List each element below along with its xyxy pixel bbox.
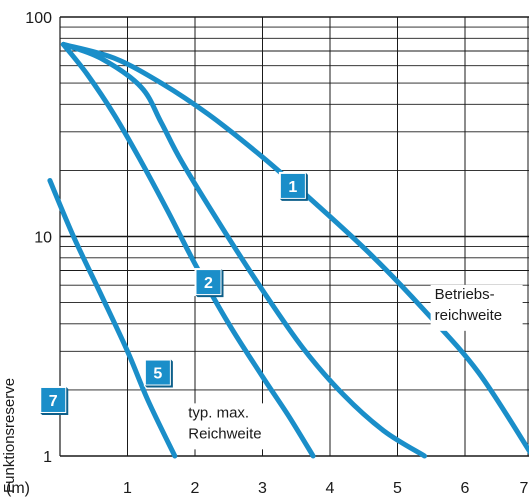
x-tick-label: 5 — [393, 480, 402, 497]
x-tick-label: 2 — [191, 480, 200, 497]
annotation: typ. max. Reichweite — [184, 403, 277, 450]
series-curve-5 — [60, 41, 316, 459]
series-badge-2: 2 — [194, 268, 224, 298]
y-tick-label: 1 — [43, 449, 52, 466]
series-curve-1 — [60, 41, 529, 456]
grid — [59, 16, 529, 457]
annotation-text: reichweite — [435, 307, 503, 324]
x-tick-label: 1 — [123, 480, 132, 497]
badge-label: 2 — [204, 275, 213, 292]
x-tick-label: 4 — [326, 480, 335, 497]
series-curve-7 — [47, 178, 178, 459]
y-axis-title: Funktionsreserve — [1, 378, 18, 493]
badge-label: 7 — [49, 393, 58, 410]
badge-box — [143, 358, 172, 387]
curves — [47, 41, 529, 459]
badges: 1 2 5 7 — [39, 171, 308, 415]
badge-box — [194, 268, 223, 297]
y-tick-label: 100 — [25, 10, 52, 27]
series-curve-2 — [60, 41, 427, 459]
annotation: Betriebs-reichweite — [430, 284, 523, 331]
annotation-text: typ. max. — [188, 404, 249, 421]
badge-box — [39, 385, 68, 414]
x-axis-unit-label: (m) — [6, 480, 30, 497]
badge-label: 5 — [153, 366, 162, 383]
annotation-background — [184, 403, 277, 450]
x-tick-label: 3 — [258, 480, 267, 497]
annotation-background — [430, 284, 523, 331]
tick-labels: 1 2 3 4 5 6 7 1 10 100 — [25, 10, 528, 497]
annotation-text: Reichweite — [188, 425, 261, 442]
series-badge-5: 5 — [143, 358, 173, 388]
annotations: Betriebs-reichweite typ. max. Reichweite — [184, 284, 523, 450]
x-tick-label: 7 — [520, 480, 529, 497]
badge-label: 1 — [288, 179, 297, 196]
series-badge-1: 1 — [278, 171, 308, 201]
annotation-text: Betriebs- — [435, 286, 495, 303]
series-badge-7: 7 — [39, 385, 69, 415]
x-tick-label: 6 — [461, 480, 470, 497]
y-tick-label: 10 — [34, 230, 52, 247]
